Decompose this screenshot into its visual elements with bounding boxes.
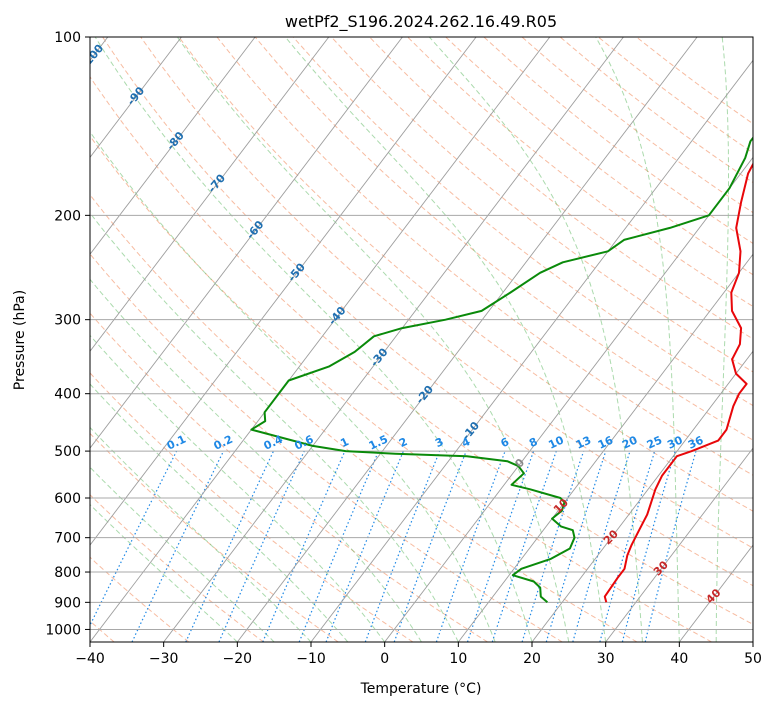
x-tick-label: −20 xyxy=(223,651,253,667)
y-axis: 100 200 300 400 500 600 700 800 900 1000 xyxy=(45,30,90,638)
chart-title: wetPf2_S196.2024.262.16.49.R05 xyxy=(285,12,557,32)
plot-frame xyxy=(89,36,754,643)
isotherm xyxy=(605,447,753,642)
y-tick-label: 800 xyxy=(54,565,81,581)
mixing-ratio-label: 25 xyxy=(645,434,664,452)
dewpoint-line xyxy=(250,136,753,604)
y-tick-label: 300 xyxy=(54,313,81,329)
y-tick-label: 700 xyxy=(54,531,81,547)
moist-adiabat xyxy=(90,131,496,642)
isotherm xyxy=(310,59,753,642)
isotherm xyxy=(90,37,477,546)
mixing-ratio-line xyxy=(262,450,346,642)
dry-adiabat xyxy=(90,253,563,642)
x-tick-label: 30 xyxy=(597,651,615,667)
x-tick-label: 50 xyxy=(744,651,762,667)
mixing-ratio-line xyxy=(599,450,656,642)
mixing-ratio-label: 30 xyxy=(665,433,685,451)
isotherm xyxy=(384,156,753,642)
y-tick-label: 200 xyxy=(54,208,81,224)
x-tick-label: −40 xyxy=(75,651,105,667)
mixing-ratio-line xyxy=(491,450,557,642)
moist-adiabat xyxy=(428,37,643,642)
isotherm xyxy=(90,37,256,256)
moist-adiabat xyxy=(715,37,729,642)
x-tick-label: 20 xyxy=(523,651,541,667)
moist-adiabat xyxy=(176,37,570,642)
dry-adiabat xyxy=(102,37,753,587)
y-tick-label: 1000 xyxy=(45,622,81,638)
y-tick-label: 500 xyxy=(54,444,81,460)
temperature-line xyxy=(603,162,753,603)
isotherm xyxy=(457,253,753,642)
dry-adiabat xyxy=(178,37,753,512)
mixing-ratio-line xyxy=(325,450,404,642)
isotherm xyxy=(236,37,698,642)
x-tick-label: 40 xyxy=(670,651,688,667)
dry-adiabat xyxy=(90,494,264,642)
profile-lines xyxy=(250,136,753,604)
y-tick-label: 900 xyxy=(54,595,81,611)
y-axis-label: Pressure (hPa) xyxy=(12,290,28,390)
moist-adiabat xyxy=(595,37,680,642)
mixing-ratio-label: 13 xyxy=(574,434,593,452)
moist-adiabat xyxy=(90,466,275,642)
mixing-ratio-line xyxy=(298,450,380,642)
mixing-ratio-line xyxy=(364,450,441,642)
isotherm xyxy=(90,37,403,449)
mixing-ratio-line xyxy=(521,450,585,642)
isotherm xyxy=(531,350,753,642)
dry-adiabat xyxy=(331,37,753,373)
mixing-ratio-line xyxy=(572,450,631,642)
moist-adiabat xyxy=(285,37,607,642)
y-tick-label: 100 xyxy=(54,30,81,46)
dry-adiabat xyxy=(90,135,712,642)
isotherm xyxy=(90,37,330,352)
isotherm xyxy=(90,37,182,159)
pressure-gridlines xyxy=(90,37,753,630)
dry-adiabat xyxy=(292,37,753,407)
mixing-ratio-label: 16 xyxy=(596,433,616,451)
mixing-ratio-label: 36 xyxy=(686,433,706,451)
mixing-ratio-line xyxy=(545,450,607,642)
moist-adiabat xyxy=(90,383,349,642)
moist-adiabat xyxy=(90,278,422,642)
moist-adiabat xyxy=(90,212,459,642)
y-tick-label: 400 xyxy=(54,387,81,403)
x-tick-label: 0 xyxy=(380,651,389,667)
dry-adiabat xyxy=(90,312,488,642)
x-axis: −40 −30 −20 −10 0 10 20 30 40 50 xyxy=(75,642,762,667)
isotherms xyxy=(90,37,753,642)
x-tick-label: 10 xyxy=(449,651,467,667)
mixing-ratio-line xyxy=(621,450,676,642)
mixing-ratio-line xyxy=(90,450,178,627)
isotherm xyxy=(163,37,624,642)
moist-adiabat xyxy=(94,37,533,642)
x-tick-label: −10 xyxy=(296,651,326,667)
dry-adiabat xyxy=(90,194,638,642)
isotherm xyxy=(90,37,551,642)
x-tick-label: −30 xyxy=(149,651,179,667)
mixing-ratio-label: 10 xyxy=(546,433,566,451)
x-axis-label: Temperature (°C) xyxy=(360,681,482,697)
y-tick-label: 600 xyxy=(54,491,81,507)
dry-adiabat xyxy=(90,556,190,642)
moist-adiabat xyxy=(90,334,386,642)
mixing-ratio-label: 20 xyxy=(620,433,640,451)
mixing-ratio-line xyxy=(218,450,305,642)
dry-adiabat xyxy=(216,37,753,476)
mixing-ratio-line xyxy=(466,450,535,642)
mixing-ratio-line xyxy=(435,450,506,642)
